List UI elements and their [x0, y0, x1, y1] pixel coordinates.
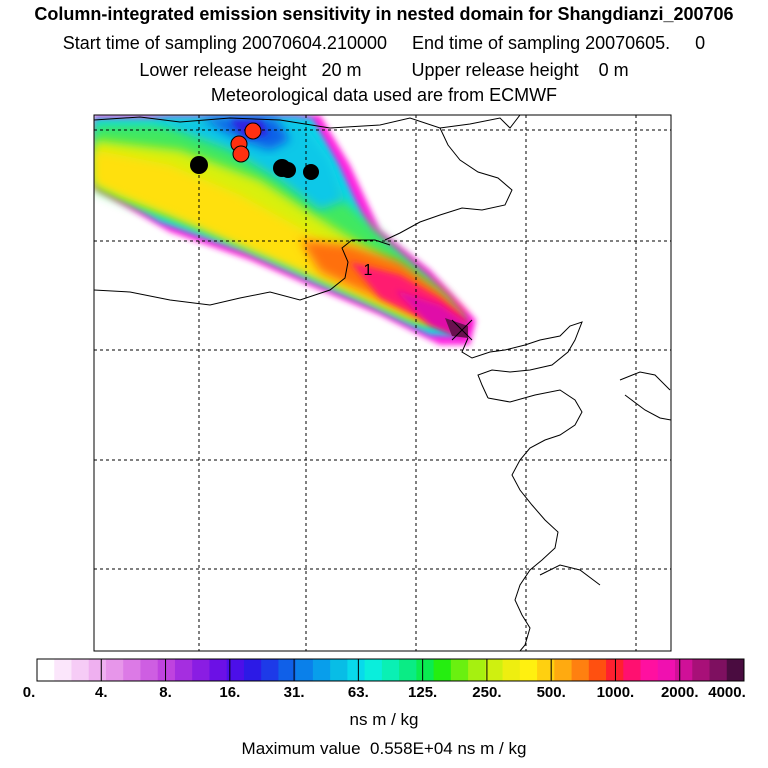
colorbar-cell	[485, 659, 504, 681]
unit-label: ns m / kg	[349, 710, 419, 729]
map-frame	[93, 114, 672, 652]
colorbar-tick-label: 8.	[159, 684, 172, 701]
colorbar-tick-label: 1000.	[596, 684, 635, 701]
colorbar-tick-label: 4000.	[708, 684, 746, 701]
colorbar-tick-label: 125.	[408, 684, 438, 701]
colorbar-cell	[554, 659, 573, 681]
black-cluster-marker	[190, 156, 208, 174]
red-cluster-marker	[244, 122, 262, 140]
colorbar-cell	[174, 659, 193, 681]
colorbar-cell	[88, 659, 107, 681]
colorbar-cell	[468, 659, 486, 681]
colorbar-cell	[433, 659, 452, 681]
colorbar-cell	[330, 659, 348, 681]
sampling-time-line: Start time of sampling 20070604.210000 E…	[62, 33, 706, 53]
colorbar-tick-label: 2000.	[660, 684, 699, 701]
red-cluster-marker	[232, 145, 250, 163]
colorbar-cell	[226, 659, 245, 681]
colorbar-tick-label: 500.	[536, 684, 566, 701]
colorbar-cells	[37, 659, 745, 681]
colorbar-cell	[450, 659, 469, 681]
colorbar-cell	[381, 659, 400, 681]
colorbar-cell	[278, 659, 297, 681]
lat-lon-grid	[94, 115, 671, 651]
colorbar-frame	[36, 658, 745, 682]
map-title: Column-integrated emission sensitivity i…	[34, 4, 734, 24]
max-value-line: Maximum value 0.558E+04 ns m / kg	[241, 739, 527, 758]
black-cluster-marker	[303, 164, 319, 180]
colorbar-cell	[123, 659, 141, 681]
colorbar-cell	[657, 659, 676, 681]
colorbar-cell	[192, 659, 210, 681]
colorbar-cell	[140, 659, 159, 681]
colorbar-cell	[37, 659, 55, 681]
colorbar-cell	[416, 659, 435, 681]
cluster-markers	[190, 122, 319, 180]
colorbar-cell	[243, 659, 262, 681]
colorbar-cell	[709, 659, 728, 681]
colorbar-cell	[54, 659, 72, 681]
colorbar-cell	[295, 659, 314, 681]
release-label: 1	[364, 262, 373, 279]
colorbar-cell	[399, 659, 417, 681]
colorbar-tick-label: 16.	[219, 684, 241, 701]
colorbar-cell	[623, 659, 642, 681]
colorbar-cell	[640, 659, 659, 681]
colorbar-tick-label: 31.	[283, 684, 305, 701]
colorbar-cell	[261, 659, 279, 681]
coastline-lines	[94, 115, 671, 651]
colorbar-cell	[519, 659, 538, 681]
colorbar-cell	[105, 659, 124, 681]
colorbar-tick-label: 0.	[22, 684, 36, 701]
colorbar-cell	[588, 659, 607, 681]
colorbar-cell	[209, 659, 228, 681]
colorbar-tick-label: 63.	[347, 684, 369, 701]
colorbar-cell	[571, 659, 590, 681]
colorbar-cell	[312, 659, 331, 681]
colorbar-cell	[502, 659, 521, 681]
met-data-line: Meteorological data used are from ECMWF	[210, 85, 558, 105]
colorbar-cell	[675, 659, 693, 681]
colorbar-cell	[726, 659, 745, 681]
colorbar-tick-label: 4.	[95, 684, 108, 701]
colorbar-cell	[347, 659, 366, 681]
colorbar-cell	[157, 659, 176, 681]
colorbar-cell	[537, 659, 555, 681]
release-height-line: Lower release height 20 m Upper release …	[139, 60, 629, 80]
colorbar-cell	[364, 659, 383, 681]
black-cluster-marker	[280, 162, 296, 178]
colorbar-dividers	[100, 659, 681, 681]
sensitivity-plume	[94, 115, 476, 345]
release-point-marker	[451, 319, 473, 341]
colorbar-cell	[71, 659, 90, 681]
colorbar-tick-label: 250.	[472, 684, 502, 701]
colorbar-cell	[606, 659, 624, 681]
colorbar-cell	[692, 659, 711, 681]
